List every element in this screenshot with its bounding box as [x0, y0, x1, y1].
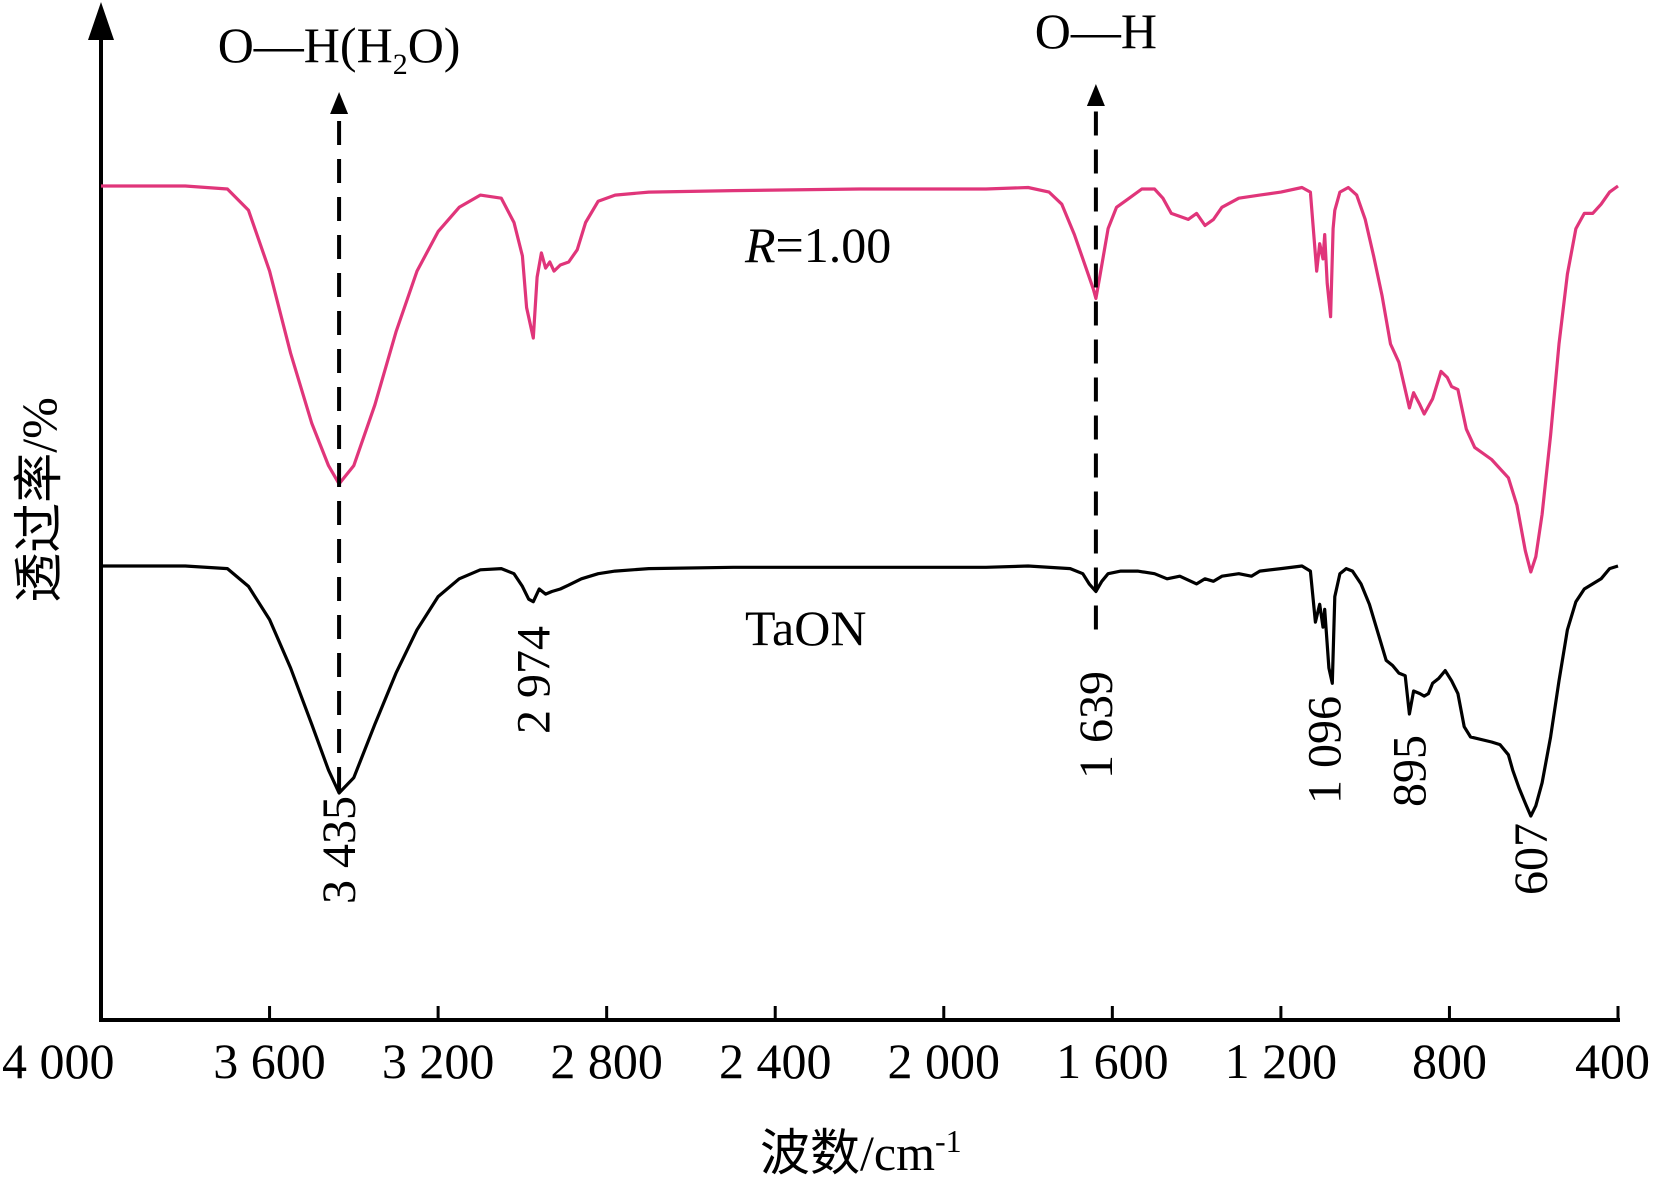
series-label-group: R=1.00 TaON	[744, 217, 891, 656]
annotation-main: O—H(H	[218, 17, 393, 73]
series-line-taon	[101, 564, 1619, 818]
x-tick-label: 2 800	[550, 1033, 663, 1089]
annotation-main: O—H	[1035, 3, 1157, 59]
x-tick-label: 2 400	[719, 1033, 832, 1089]
oh-arrowhead	[1086, 84, 1105, 106]
x-axis-title-main: 波数/cm	[760, 1125, 935, 1181]
peak-label: 1 096	[1299, 696, 1352, 804]
y-axis-title: 透过率/%	[11, 397, 67, 603]
annotation-oh-h2o: O—H(H2O)	[218, 17, 461, 81]
peak-label-group: 3 435 2 974 1 639 1 096 895 607	[313, 626, 1558, 904]
series-label-r100: R=1.00	[744, 217, 891, 273]
x-tick-label: 3 200	[382, 1033, 495, 1089]
x-tick-label: 2 000	[888, 1033, 1001, 1089]
series-label-taon: TaON	[745, 600, 866, 656]
annotation-sub: 2	[393, 48, 408, 81]
x-ticks	[99, 1006, 1620, 1020]
x-tick-labels: 4 000 3 600 3 200 2 800 2 400 2 000 1 600 1 200…	[2, 1033, 1650, 1089]
x-tick-label: 1 200	[1225, 1033, 1338, 1089]
x-axis-title-sup: -1	[935, 1123, 962, 1159]
x-tick-label: 3 600	[213, 1033, 326, 1089]
peak-label: 3 435	[313, 796, 366, 904]
x-tick-label: 4 000	[2, 1033, 115, 1089]
annotation-group: O—H(H2O) O—H	[218, 3, 1157, 792]
peak-label: 2 974	[507, 626, 560, 734]
x-tick-label: 400	[1575, 1033, 1650, 1089]
series-label-r100-rest: =1.00	[776, 217, 892, 273]
series-label-r100-italic: R	[744, 217, 776, 273]
x-tick-label: 1 600	[1056, 1033, 1169, 1089]
series-group	[101, 184, 1619, 818]
oh-h2o-arrowhead	[330, 92, 349, 114]
peak-label: 895	[1383, 735, 1436, 807]
peak-label: 1 639	[1070, 671, 1123, 779]
y-axis-arrow	[88, 2, 114, 40]
series-line-r100	[101, 184, 1619, 574]
annotation-oh: O—H	[1035, 3, 1157, 59]
annotation-tail: O)	[408, 17, 461, 73]
x-tick-label: 800	[1412, 1033, 1487, 1089]
x-axis-title: 波数/cm-1	[760, 1123, 962, 1181]
peak-label: 607	[1505, 823, 1558, 895]
